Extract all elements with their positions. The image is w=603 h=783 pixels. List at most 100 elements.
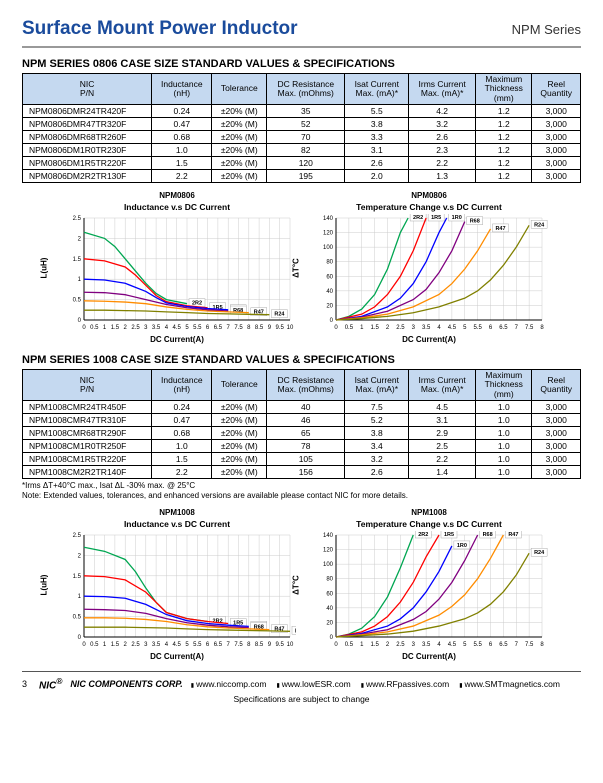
svg-text:0.5: 0.5: [73, 298, 82, 304]
table-cell: 3.8: [345, 427, 409, 440]
svg-text:5.5: 5.5: [193, 642, 202, 648]
svg-text:4.5: 4.5: [173, 642, 182, 648]
table-cell: 1.2: [476, 118, 532, 131]
svg-text:4.5: 4.5: [448, 325, 457, 331]
table-cell: 2.0: [345, 170, 409, 183]
table-cell: 2.6: [345, 466, 409, 479]
svg-text:4.5: 4.5: [173, 325, 182, 331]
table-cell: ±20% (M): [212, 401, 267, 414]
svg-text:5.5: 5.5: [193, 325, 202, 331]
table-cell: 65: [267, 427, 345, 440]
svg-text:0.5: 0.5: [73, 615, 82, 621]
table-header: Tolerance: [212, 370, 267, 401]
footer-link[interactable]: www.niccomp.com: [191, 679, 267, 689]
table-cell: 35: [267, 105, 345, 118]
svg-text:1: 1: [78, 594, 82, 600]
svg-text:100: 100: [323, 245, 334, 251]
table-cell: ±20% (M): [212, 440, 267, 453]
svg-text:2.5: 2.5: [396, 642, 405, 648]
table-header: MaximumThickness(mm): [476, 370, 532, 401]
svg-text:7: 7: [515, 325, 519, 331]
svg-text:R68: R68: [483, 532, 493, 538]
table-cell: NPM0806DMR68TR260F: [23, 131, 152, 144]
svg-text:1R0: 1R0: [457, 543, 467, 549]
svg-text:6: 6: [489, 642, 493, 648]
table-cell: 1.2: [476, 131, 532, 144]
svg-text:2.5: 2.5: [73, 216, 82, 222]
table-cell: 2.3: [409, 144, 476, 157]
table-header: DC ResistanceMax. (mOhms): [267, 74, 345, 105]
table-header: NICP/N: [23, 74, 152, 105]
footer-link[interactable]: www.RFpassives.com: [361, 679, 449, 689]
charts-0806: NPM0806 Inductance v.s DC Current L(uH) …: [58, 191, 581, 344]
table-cell: 2.9: [409, 427, 476, 440]
svg-text:1: 1: [360, 642, 364, 648]
svg-text:2: 2: [78, 554, 82, 560]
svg-text:6.5: 6.5: [499, 325, 508, 331]
table-cell: 1.0: [476, 401, 532, 414]
svg-text:6.5: 6.5: [499, 642, 508, 648]
svg-text:20: 20: [326, 621, 333, 627]
svg-text:5: 5: [185, 642, 189, 648]
svg-text:4: 4: [437, 325, 441, 331]
table-cell: 3,000: [532, 427, 581, 440]
table-cell: 3,000: [532, 118, 581, 131]
svg-text:9.5: 9.5: [276, 325, 285, 331]
svg-text:8.5: 8.5: [255, 642, 264, 648]
svg-text:60: 60: [326, 592, 333, 598]
svg-text:20: 20: [326, 303, 333, 309]
table-cell: 3,000: [532, 157, 581, 170]
page-number: 3: [22, 679, 27, 689]
svg-text:R47: R47: [508, 532, 518, 538]
table-cell: 3.8: [345, 118, 409, 131]
table-header: Irms CurrentMax. (mA)*: [409, 370, 476, 401]
table-cell: 1.0: [152, 144, 212, 157]
svg-text:6: 6: [206, 325, 210, 331]
footer-link[interactable]: www.lowESR.com: [276, 679, 350, 689]
svg-text:1.5: 1.5: [111, 325, 120, 331]
table-cell: 3,000: [532, 170, 581, 183]
svg-text:40: 40: [326, 289, 333, 295]
svg-text:1R5: 1R5: [444, 532, 454, 538]
table-cell: NPM1008CMR68TR290F: [23, 427, 152, 440]
section-0806-title: NPM SERIES 0806 CASE SIZE STANDARD VALUE…: [22, 58, 581, 70]
table-cell: 1.5: [152, 453, 212, 466]
svg-text:2.5: 2.5: [131, 642, 140, 648]
table-cell: 2.2: [152, 170, 212, 183]
svg-text:7.5: 7.5: [525, 325, 534, 331]
table-cell: 52: [267, 118, 345, 131]
table-cell: 5.2: [345, 414, 409, 427]
svg-text:1: 1: [103, 325, 107, 331]
table-cell: 2.2: [409, 157, 476, 170]
svg-text:2.5: 2.5: [131, 325, 140, 331]
table-0806: NICP/NInductance(nH)ToleranceDC Resistan…: [22, 73, 581, 183]
table-cell: ±20% (M): [212, 157, 267, 170]
table-header: Inductance(nH): [152, 370, 212, 401]
logo-icon: NIC®: [39, 676, 62, 691]
footer-link[interactable]: www.SMTmagnetics.com: [459, 679, 560, 689]
svg-text:2: 2: [78, 236, 82, 242]
table-cell: ±20% (M): [212, 453, 267, 466]
svg-text:2: 2: [386, 325, 390, 331]
table-cell: 4.5: [409, 401, 476, 414]
table-row: NPM1008CMR47TR310F0.47±20% (M)465.23.11.…: [23, 414, 581, 427]
svg-text:0: 0: [78, 635, 82, 641]
table-row: NPM0806DMR24TR420F0.24±20% (M)355.54.21.…: [23, 105, 581, 118]
table-cell: 1.2: [476, 105, 532, 118]
svg-text:3: 3: [144, 325, 148, 331]
table-cell: NPM0806DMR24TR420F: [23, 105, 152, 118]
svg-text:6: 6: [489, 325, 493, 331]
table-cell: 5.5: [345, 105, 409, 118]
svg-text:0.5: 0.5: [345, 325, 354, 331]
svg-text:0.5: 0.5: [90, 642, 99, 648]
svg-text:4: 4: [437, 642, 441, 648]
table-cell: 1.0: [476, 453, 532, 466]
table-cell: 1.2: [476, 170, 532, 183]
table-header: Irms CurrentMax. (mA)*: [409, 74, 476, 105]
table-cell: NPM1008CMR47TR310F: [23, 414, 152, 427]
table-row: NPM1008CM1R5TR220F1.5±20% (M)1053.22.21.…: [23, 453, 581, 466]
svg-text:1.5: 1.5: [370, 642, 379, 648]
svg-text:2: 2: [124, 642, 128, 648]
svg-text:4: 4: [165, 642, 169, 648]
svg-text:2.5: 2.5: [396, 325, 405, 331]
